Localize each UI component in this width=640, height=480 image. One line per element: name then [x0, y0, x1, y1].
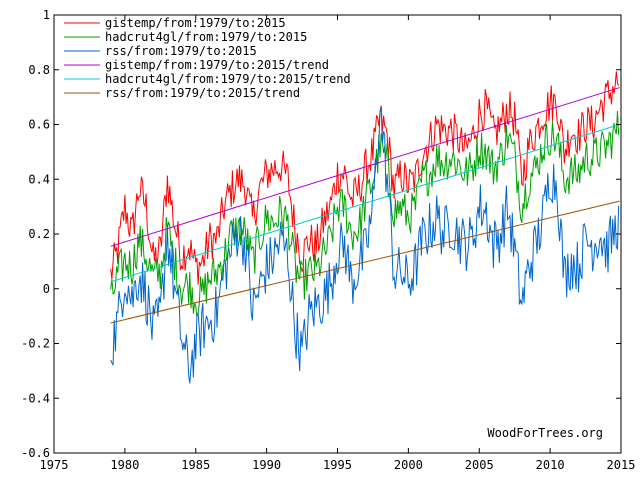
x-tick-label: 1985: [181, 458, 210, 472]
series-line-gistemp: [110, 71, 620, 285]
trend-line-gistemp: [110, 87, 620, 247]
legend-label: rss/from:1979/to:2015/trend: [105, 86, 300, 100]
legend-label: gistemp/from:1979/to:2015/trend: [105, 58, 329, 72]
y-tick-label: 0.6: [28, 118, 50, 132]
trend-line-rss: [110, 200, 620, 324]
legend-label: hadcrut4gl/from:1979/to:2015/trend: [105, 72, 351, 86]
series-line-rss: [110, 107, 620, 384]
y-tick-label: 0.4: [28, 172, 50, 186]
x-tick-label: 1995: [323, 458, 352, 472]
series-line-hadcrut4gl: [110, 110, 620, 317]
legend-label: rss/from:1979/to:2015: [105, 44, 257, 58]
y-tick-label: 0.2: [28, 227, 50, 241]
legend: gistemp/from:1979/to:2015hadcrut4gl/from…: [64, 16, 351, 100]
credit-label: WoodForTrees.org: [487, 426, 603, 440]
plot-content: [110, 71, 620, 384]
x-tick-label: 2005: [465, 458, 494, 472]
trend-line-hadcrut4gl: [110, 124, 620, 283]
x-tick-label: 1980: [110, 458, 139, 472]
x-tick-label: 2015: [607, 458, 636, 472]
x-tick-label: 2010: [536, 458, 565, 472]
y-tick-label: -0.4: [21, 391, 50, 405]
y-tick-label: -0.6: [21, 446, 50, 460]
axis-ticks: 1975 1980 1985 1990 1995 2000 2005 2010 2015 -0.6…: [21, 8, 635, 472]
y-tick-label: -0.2: [21, 337, 50, 351]
x-tick-label: 2000: [394, 458, 423, 472]
y-tick-label: 0: [43, 282, 50, 296]
y-tick-label: 0.8: [28, 63, 50, 77]
x-tick-label: 1990: [252, 458, 281, 472]
legend-label: hadcrut4gl/from:1979/to:2015: [105, 30, 307, 44]
x-tick-label: 1975: [40, 458, 69, 472]
legend-label: gistemp/from:1979/to:2015: [105, 16, 286, 30]
y-tick-label: 1: [43, 8, 50, 22]
